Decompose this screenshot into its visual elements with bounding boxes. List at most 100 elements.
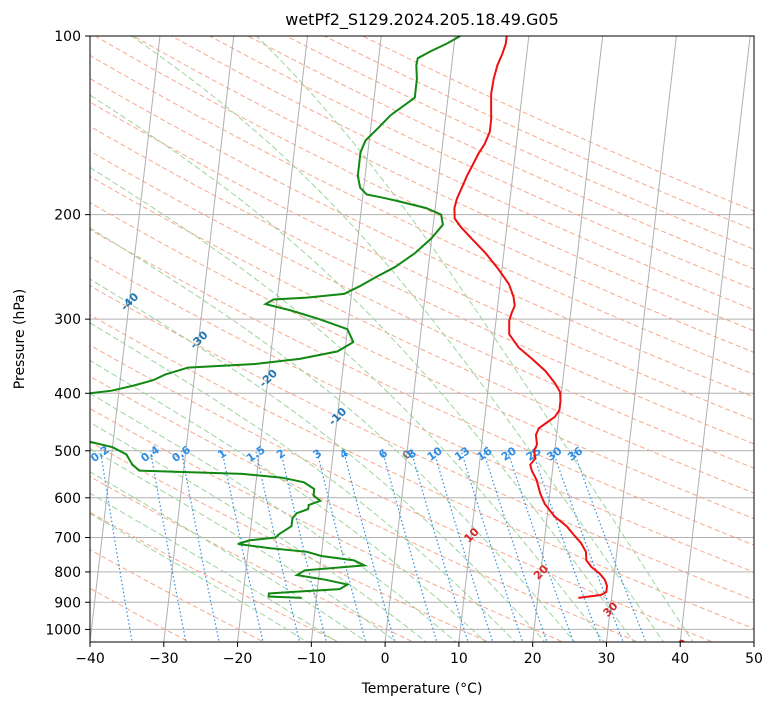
x-tick-label: 20 bbox=[524, 651, 542, 667]
mixing-ratio-labels: 0.1 0.2 0.4 0.6 1 1.5 2 3 4 6 8 10 13 16 20 25 30 36 bbox=[90, 443, 586, 465]
moist-adiabat-line bbox=[255, 36, 694, 642]
dry-adiabat-line bbox=[90, 475, 415, 642]
moist-adiabat-label: 20 bbox=[531, 562, 551, 582]
x-tick-label: 10 bbox=[450, 651, 468, 667]
isotherm-label: -30 bbox=[187, 328, 210, 351]
dry-adiabat-line bbox=[90, 125, 754, 445]
x-tick-label: 0 bbox=[381, 651, 390, 667]
dry-adiabats bbox=[90, 36, 754, 642]
isotherm-label: -40 bbox=[118, 290, 141, 313]
mixing-ratio-line bbox=[255, 450, 301, 642]
dewpoint-series-line bbox=[90, 36, 461, 599]
y-tick-label: 300 bbox=[54, 312, 81, 328]
y-tick-label: 900 bbox=[54, 595, 81, 611]
mixing-ratio-line bbox=[460, 450, 524, 642]
dry-adiabat-line bbox=[90, 587, 191, 642]
y-tick-label: 600 bbox=[54, 491, 81, 507]
mixing-ratio-line bbox=[343, 450, 396, 642]
moist-adiabat-line bbox=[90, 447, 398, 642]
isotherm-line bbox=[458, 36, 530, 642]
mixing-ratio-label: 13 bbox=[452, 444, 472, 463]
dry-adiabat-line bbox=[90, 176, 754, 494]
dry-adiabat-line bbox=[285, 36, 754, 250]
y-axis-ticks: 100 200 300 400 500 600 700 800 900 1000 bbox=[45, 29, 90, 638]
moist-adiabat-line bbox=[90, 421, 427, 642]
isotherms bbox=[90, 36, 754, 642]
isotherm-line bbox=[310, 36, 382, 642]
y-tick-label: 500 bbox=[54, 444, 81, 460]
pressure-gridlines bbox=[90, 36, 754, 630]
mixing-ratio-line bbox=[180, 450, 220, 642]
dry-adiabat-line bbox=[133, 36, 754, 332]
isotherm-line bbox=[753, 637, 754, 642]
moist-adiabat-line bbox=[90, 492, 338, 642]
dry-adiabat-line bbox=[90, 314, 754, 630]
mixing-ratio-label: 3 bbox=[310, 447, 324, 462]
x-axis-ticks: −40 −30 −20 −10 0 10 20 30 40 50 bbox=[75, 642, 763, 667]
moist-adiabat-line bbox=[90, 392, 457, 642]
mixing-ratio-line bbox=[381, 450, 438, 642]
isotherm-line bbox=[90, 36, 161, 642]
isotherm-label: -10 bbox=[326, 405, 349, 428]
mixing-ratio-line bbox=[531, 450, 602, 642]
mixing-ratio-line bbox=[410, 450, 469, 642]
chart-title: wetPf2_S129.2024.205.18.49.G05 bbox=[285, 10, 559, 30]
dry-adiabat-line bbox=[362, 36, 754, 212]
dry-adiabat-line bbox=[324, 36, 754, 231]
dry-adiabat-line bbox=[90, 344, 715, 642]
x-tick-label: 40 bbox=[671, 651, 689, 667]
mixing-ratio-line bbox=[507, 450, 575, 642]
mixing-ratio-label: 20 bbox=[499, 444, 519, 464]
x-tick-label: −10 bbox=[297, 651, 327, 667]
moist-adiabat-line bbox=[90, 227, 576, 642]
mixing-ratio-label: 10 bbox=[425, 444, 445, 464]
dry-adiabat-line bbox=[90, 202, 754, 520]
dry-adiabat-line bbox=[90, 408, 565, 642]
dry-adiabat-line bbox=[90, 101, 754, 421]
moist-adiabat-line bbox=[90, 94, 635, 642]
y-tick-label: 100 bbox=[54, 29, 81, 45]
isotherm-line bbox=[605, 36, 677, 642]
mixing-ratio-line bbox=[54, 451, 83, 645]
dry-adiabat-line bbox=[90, 441, 490, 642]
dry-adiabat-line bbox=[90, 150, 754, 469]
mixing-ratio-label: 0.6 bbox=[170, 443, 194, 465]
dry-adiabat-line bbox=[90, 285, 754, 601]
isotherm-line bbox=[163, 36, 235, 642]
mixing-ratio-line bbox=[573, 450, 647, 642]
x-tick-label: −30 bbox=[149, 651, 179, 667]
mixing-ratio-line bbox=[99, 450, 133, 642]
y-tick-label: 200 bbox=[54, 208, 81, 224]
y-axis-label: Pressure (hPa) bbox=[12, 289, 28, 389]
dry-adiabat-line bbox=[90, 511, 340, 642]
mixing-ratio-label: 36 bbox=[565, 444, 585, 464]
mixing-ratio-line bbox=[221, 450, 264, 642]
plot-frame bbox=[89, 35, 755, 643]
x-tick-label: −40 bbox=[75, 651, 105, 667]
x-tick-label: 30 bbox=[598, 651, 616, 667]
isotherm-label: -50 bbox=[49, 252, 72, 275]
moist-adiabat-line bbox=[90, 512, 309, 642]
isotherm-line bbox=[237, 36, 309, 642]
y-tick-label: 1000 bbox=[45, 622, 81, 638]
plot-area: -100-90-80-70-60-50-40-30-20-100 0.10.20… bbox=[0, 36, 754, 656]
isotherm-line bbox=[679, 36, 751, 642]
dry-adiabat-line bbox=[90, 77, 754, 398]
moist-adiabats bbox=[90, 36, 694, 642]
mixing-ratio-line bbox=[433, 450, 494, 642]
moist-adiabat-line bbox=[90, 359, 487, 642]
isotherm-line bbox=[532, 36, 604, 642]
mixing-ratio-label: 2 bbox=[274, 447, 288, 462]
dry-adiabat-line bbox=[247, 36, 754, 270]
mixing-ratio-label: 6 bbox=[376, 446, 390, 461]
isotherm-label: -60 bbox=[0, 214, 3, 237]
y-tick-label: 700 bbox=[54, 531, 81, 547]
dry-adiabat-line bbox=[90, 256, 754, 573]
x-tick-label: 50 bbox=[745, 651, 763, 667]
mixing-ratio-label: 1 bbox=[215, 447, 229, 462]
moist-adiabat-label: 40 bbox=[670, 636, 690, 656]
temperature-series-line bbox=[453, 36, 609, 599]
mixing-ratio-line bbox=[552, 450, 624, 642]
